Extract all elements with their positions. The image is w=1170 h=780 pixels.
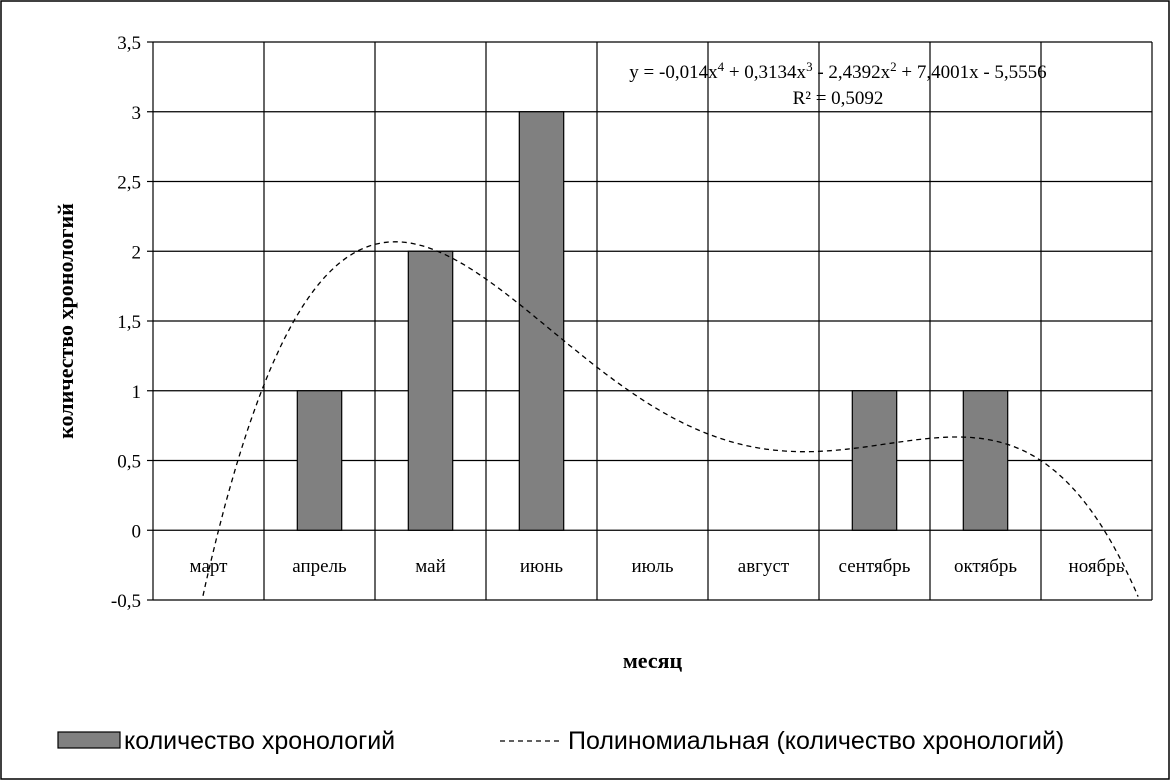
x-tick-label: июль: [631, 556, 673, 577]
trendline-equation: y = -0,014x4 + 0,3134x3 - 2,4392x2 + 7,4…: [629, 59, 1046, 84]
x-tick-label: апрель: [292, 556, 347, 577]
y-tick-label: 3: [132, 103, 142, 124]
legend-bar-swatch: [57, 731, 121, 749]
x-tick-label: ноябрь: [1069, 556, 1125, 577]
x-tick-label: март: [190, 556, 229, 577]
bar: [962, 390, 1009, 531]
y-tick-label: 1,5: [117, 312, 141, 333]
x-tick-label: октябрь: [954, 556, 1017, 577]
trendline-curve: [202, 241, 1139, 597]
legend: количество хронологий Полиномиальная (ко…: [57, 727, 1064, 755]
legend-trendline-label: Полиномиальная (количество хронологий): [568, 727, 1064, 755]
bar: [851, 390, 898, 531]
y-tick-label: 0,5: [117, 452, 141, 473]
gridlines: [152, 41, 1153, 601]
y-tick-label: 2: [132, 242, 142, 263]
x-tick-label: июнь: [520, 556, 564, 577]
bars: [296, 111, 1009, 531]
y-tick-label: 2,5: [117, 173, 141, 194]
y-axis-title: количество хронологий: [53, 203, 78, 439]
x-axis-title: месяц: [623, 648, 683, 673]
trendline-r-squared: R² = 0,5092: [793, 88, 884, 109]
trendline: [202, 241, 1139, 597]
x-tick-label: сентябрь: [839, 556, 911, 577]
bar: [518, 111, 565, 531]
axes: [147, 41, 153, 601]
x-tick-label: август: [738, 556, 790, 577]
y-tick-label: 0: [132, 521, 142, 542]
labels: -0,5 0 0,5 1 1,5 2 2,5 3 3,5 март апрель май июнь июл…: [111, 33, 1125, 612]
y-tick-label: -0,5: [111, 591, 141, 612]
legend-bar-label: количество хронологий: [124, 727, 395, 755]
bar: [296, 390, 343, 531]
y-tick-label: 3,5: [117, 33, 141, 54]
x-tick-label: май: [415, 556, 446, 577]
bar: [407, 250, 454, 531]
y-tick-label: 1: [132, 382, 142, 403]
